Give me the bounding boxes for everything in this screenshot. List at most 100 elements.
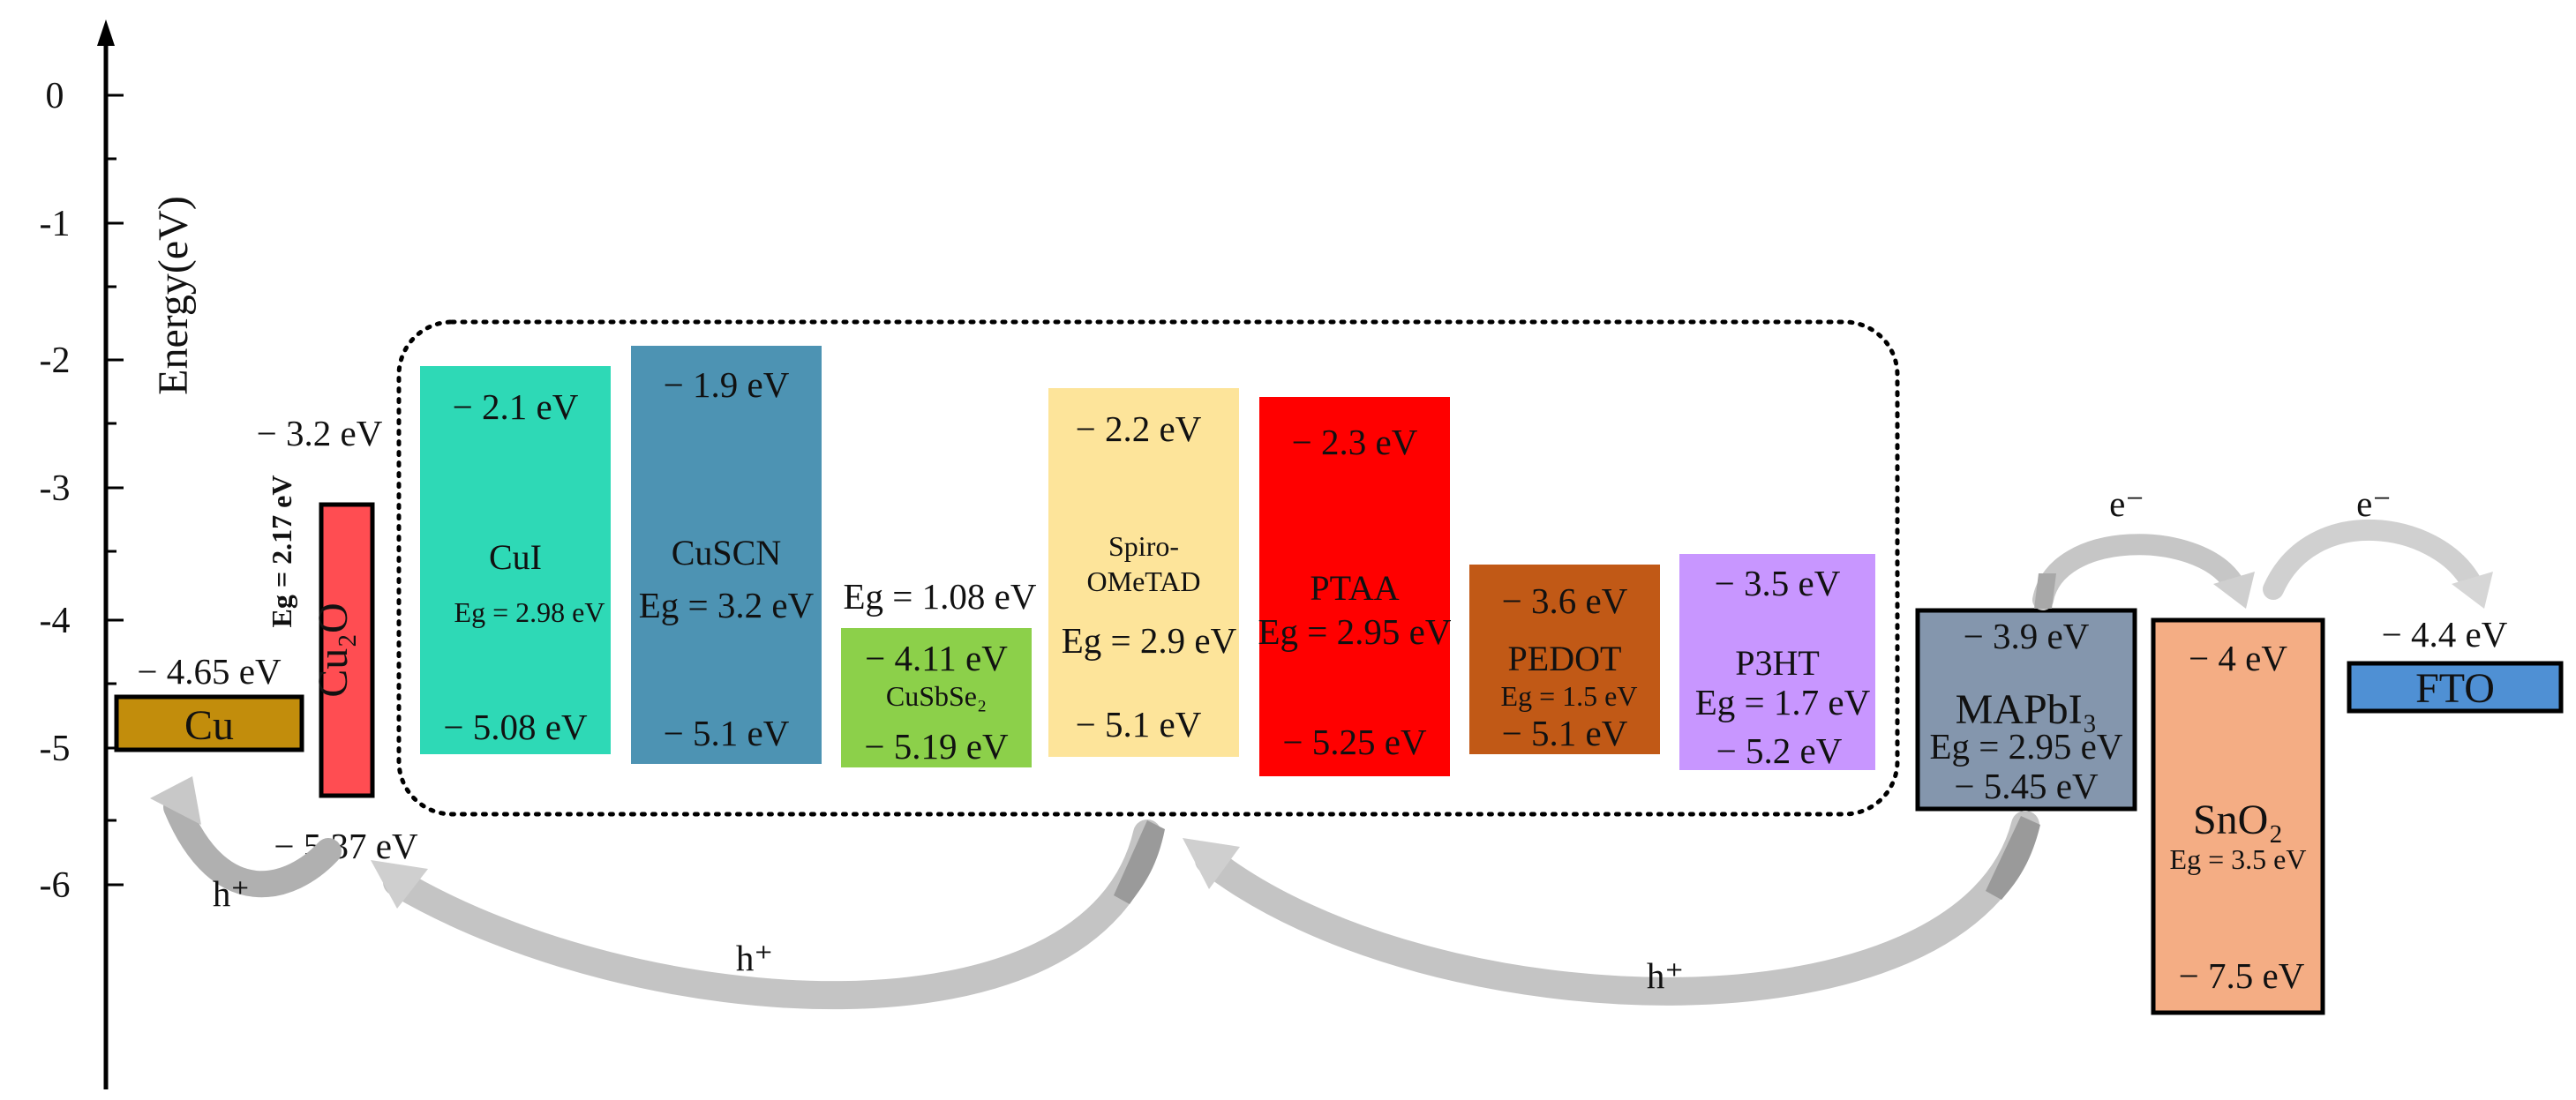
material-name: Spiro- — [1108, 530, 1179, 562]
material-name: P3HT — [1735, 643, 1820, 683]
band-rect — [1259, 397, 1450, 776]
arrow-tail-icon — [1114, 820, 1165, 904]
arrow-tail-icon — [1986, 816, 2040, 900]
lumo-label: − 4 eV — [2189, 638, 2287, 678]
pedot-block: − 3.6 eV PEDOT Eg = 1.5 eV − 5.1 eV — [1469, 565, 1660, 754]
hole-arrow-htm-to-cu2o — [383, 819, 1161, 1010]
axis-arrow-icon — [97, 19, 115, 46]
p3ht-block: − 3.5 eV P3HT Eg = 1.7 eV − 5.2 eV — [1679, 554, 1875, 771]
lumo-label: − 2.3 eV — [1292, 422, 1418, 462]
tick-label: -3 — [40, 468, 71, 509]
hole-label: h⁺ — [213, 873, 250, 914]
cui-block: − 2.1 eV CuI Eg = 2.98 eV − 5.08 eV — [420, 366, 611, 754]
material-name: OMeTAD — [1087, 565, 1201, 597]
hole-arrows — [150, 776, 2040, 1010]
material-name: Cu₂O — [310, 602, 357, 697]
band-rect — [1048, 388, 1239, 757]
arrow-head-icon — [2213, 572, 2255, 609]
lumo-label: − 1.9 eV — [664, 364, 790, 405]
hole-arrow-cu2o-to-cu — [163, 794, 342, 898]
bandgap-label: Eg = 1.7 eV — [1695, 682, 1871, 722]
band-rect — [2347, 661, 2564, 714]
homo-label: − 5.1 eV — [664, 713, 790, 753]
arrow-head-icon — [2452, 572, 2493, 609]
homo-label: − 5.1 eV — [1502, 713, 1628, 753]
material-name: MAPbI₃ — [1956, 686, 2098, 733]
spiro-ometad-block: − 2.2 eV Spiro- OMeTAD Eg = 2.9 eV − 5.1… — [1048, 388, 1239, 757]
homo-label: − 5.08 eV — [443, 707, 588, 747]
homo-label: − 5.19 eV — [864, 726, 1009, 767]
lumo-label: − 4.11 eV — [865, 638, 1008, 678]
band-rect — [420, 366, 611, 754]
arrow-head-icon — [371, 860, 428, 909]
band-rect — [319, 502, 375, 798]
cuscn-block: − 1.9 eV CuSCN Eg = 3.2 eV − 5.1 eV — [631, 346, 822, 764]
material-name: Cu — [184, 702, 234, 749]
y-axis-label: Energy(eV) — [150, 196, 197, 395]
lumo-label: − 2.1 eV — [453, 386, 579, 427]
fto-electrode: FTO − 4.4 eV — [2347, 614, 2564, 714]
material-name: CuI — [489, 537, 542, 577]
tick-label: -2 — [40, 340, 71, 381]
bandgap-label: Eg = 1.08 eV — [844, 576, 1037, 617]
lumo-label: − 3.6 eV — [1502, 580, 1628, 621]
band-rect — [114, 694, 304, 752]
arrow-head-icon — [1183, 838, 1240, 889]
material-name: CuSCN — [672, 533, 782, 572]
material-name: PTAA — [1310, 568, 1399, 608]
cu-electrode: Cu − 4.65 eV — [114, 651, 304, 752]
bandgap-label: Eg = 3.5 eV — [2170, 843, 2307, 875]
homo-label: − 5.25 eV — [1282, 722, 1427, 762]
lumo-label: − 3.2 eV — [257, 413, 383, 453]
tick-label: -1 — [40, 204, 71, 244]
band-rect — [1469, 565, 1660, 754]
htm-group-box — [396, 319, 1900, 817]
lumo-label: − 3.9 eV — [1964, 616, 2090, 656]
arrow-tail-icon — [2034, 573, 2056, 609]
bandgap-label: Eg = 2.95 eV — [1930, 726, 2123, 767]
homo-label: − 5.2 eV — [1716, 730, 1843, 771]
lumo-label: − 2.2 eV — [1076, 408, 1202, 449]
band-rect — [841, 628, 1032, 767]
cu2o-block: Cu₂O − 3.2 eV − 5.37 eV Eg = 2.17 eV — [257, 413, 418, 866]
electron-label: e⁻ — [2356, 483, 2392, 524]
tick-label: -4 — [40, 601, 71, 641]
band-rect — [1915, 608, 2137, 812]
material-name: FTO — [2415, 665, 2495, 712]
bandgap-label: Eg = 1.5 eV — [1501, 680, 1638, 712]
tick-label: 0 — [46, 76, 64, 116]
band-rect — [2151, 617, 2325, 1015]
y-axis: 0 -1 -2 -3 -4 -5 -6 Energy(eV) — [40, 19, 197, 1089]
cusbse2-block: Eg = 1.08 eV − 4.11 eV CuSbSe₂ − 5.19 eV — [841, 576, 1037, 767]
homo-label: − 5.45 eV — [1954, 766, 2099, 806]
energy-level-label: − 4.4 eV — [2382, 614, 2508, 655]
hole-label: h⁺ — [736, 938, 773, 978]
electron-arrow-sno2-to-fto — [2263, 519, 2482, 600]
band-rect — [1679, 554, 1875, 770]
sno2-block: − 4 eV SnO₂ Eg = 3.5 eV − 7.5 eV — [2151, 617, 2325, 1015]
arrow-head-icon — [150, 776, 201, 825]
homo-label: − 5.37 eV — [274, 826, 418, 866]
bandgap-label: Eg = 2.9 eV — [1062, 620, 1237, 661]
tick-label: -5 — [40, 729, 71, 769]
mapbi3-block: − 3.9 eV MAPbI₃ Eg = 2.95 eV − 5.45 eV — [1915, 608, 2137, 812]
bandgap-label: Eg = 2.17 eV — [266, 475, 297, 628]
material-name: SnO₂ — [2193, 797, 2283, 843]
electron-arrows — [2032, 519, 2493, 610]
hole-arrow-mapbi3-to-htm — [1195, 811, 2039, 1006]
homo-label: − 5.1 eV — [1076, 704, 1202, 745]
band-rect — [631, 346, 822, 764]
energy-level-label: − 4.65 eV — [137, 651, 282, 692]
homo-label: − 7.5 eV — [2179, 955, 2305, 996]
material-name: PEDOT — [1508, 639, 1622, 678]
material-name: CuSbSe₂ — [886, 680, 987, 712]
bandgap-label: Eg = 2.95 eV — [1258, 611, 1452, 652]
bandgap-label: Eg = 3.2 eV — [639, 585, 815, 625]
lumo-label: − 3.5 eV — [1715, 563, 1841, 603]
hole-label: h⁺ — [1647, 955, 1684, 996]
bandgap-label: Eg = 2.98 eV — [454, 596, 605, 628]
electron-label: e⁻ — [2109, 483, 2144, 524]
electron-arrow-mapbi3-to-sno2 — [2032, 534, 2243, 610]
tick-label: -6 — [40, 865, 71, 906]
